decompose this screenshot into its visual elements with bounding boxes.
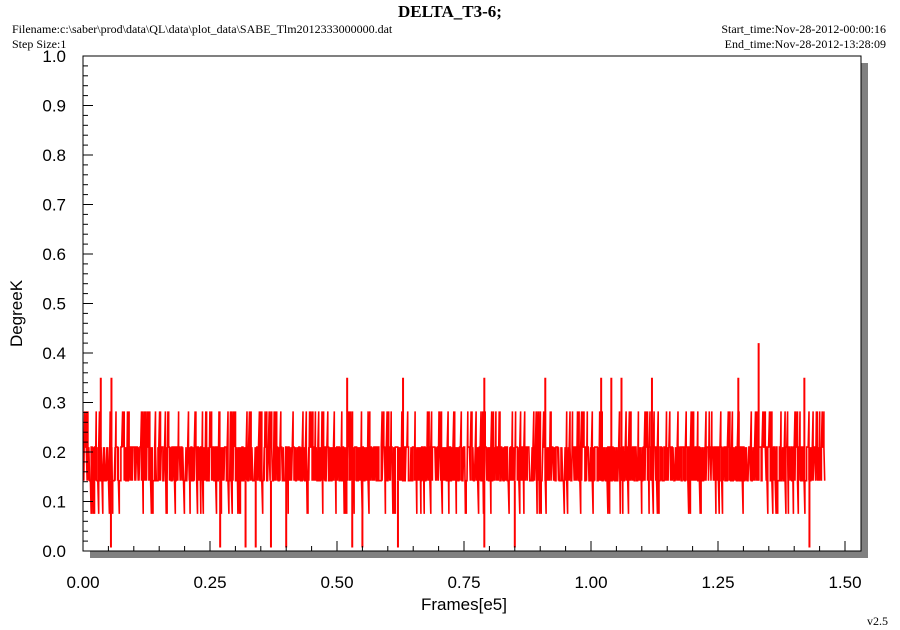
x-tick-label: 1.00 (574, 573, 607, 592)
axis-layer: 0.0 0.1 0.2 0.3 0.4 0.5 0.6 0.7 0.8 0.9 1.0 0.00 0.2… (42, 47, 861, 592)
x-tick-label: 0.75 (447, 573, 480, 592)
x-tick-label: 0.25 (193, 573, 226, 592)
x-tick-label: 0.50 (320, 573, 353, 592)
filename-label: Filename:c:\saber\prod\data\QL\data\plot… (12, 22, 393, 36)
step-size-label: Step Size:1 (12, 37, 67, 51)
y-tick-label: 0.8 (42, 146, 66, 165)
y-tick-label: 0.0 (42, 542, 66, 561)
chart-title: DELTA_T3-6; (398, 2, 502, 21)
y-tick-label: 1.0 (42, 47, 66, 66)
y-tick-label: 0.1 (42, 493, 66, 512)
y-tick-label: 0.6 (42, 245, 66, 264)
x-tick-label: 1.50 (828, 573, 861, 592)
y-tick-label: 0.2 (42, 443, 66, 462)
y-tick-label: 0.4 (42, 344, 66, 363)
start-time-label: Start_time:Nov-28-2012-00:00:16 (721, 22, 886, 36)
y-tick-label: 0.5 (42, 295, 66, 314)
series-line (83, 411, 826, 514)
version-label: v2.5 (867, 614, 888, 628)
end-time-label: End_time:Nov-28-2012-13:28:09 (724, 37, 886, 51)
y-tick-label: 0.7 (42, 196, 66, 215)
x-tick-label: 0.00 (66, 573, 99, 592)
x-axis-title: Frames[e5] (421, 595, 507, 614)
series-layer (83, 343, 826, 548)
y-tick-label: 0.9 (42, 97, 66, 116)
y-tick-label: 0.3 (42, 394, 66, 413)
x-tick-label: 1.25 (701, 573, 734, 592)
y-axis-title: DegreeK (7, 279, 26, 347)
